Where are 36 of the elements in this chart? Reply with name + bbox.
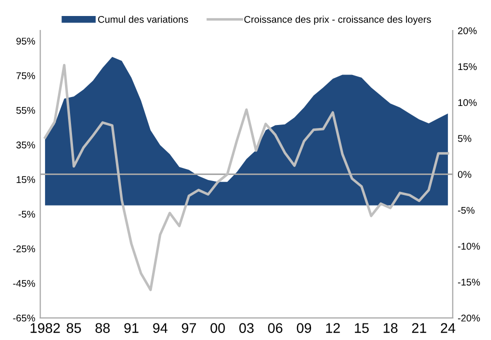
y2-tick-label: 0% <box>458 170 472 178</box>
y-tick-label: 15% <box>16 176 36 184</box>
x-tick-label: 09 <box>296 323 312 333</box>
line-series <box>44 64 450 292</box>
y-tick-label: -45% <box>13 280 36 287</box>
legend-label: Cumul des variations <box>98 16 188 23</box>
x-tick-label: 91 <box>124 323 138 333</box>
y-tick-label: -5% <box>18 210 36 218</box>
y2-tick-label: 15% <box>458 63 477 70</box>
x-tick-label: 24 <box>440 323 456 333</box>
y2-tick-label: 5% <box>458 135 472 142</box>
y2-tick-label: 20% <box>458 27 477 34</box>
y-tick-label: 35% <box>16 142 36 148</box>
x-tick-label: 85 <box>66 323 81 333</box>
x-tick-label: 21 <box>412 323 426 333</box>
x-tick-label: 03 <box>239 323 254 333</box>
y2-tick-label: -5% <box>458 206 475 214</box>
y2-tick-label: -10% <box>458 242 480 250</box>
x-tick-label: 06 <box>268 323 282 333</box>
x-tick-label: 00 <box>210 323 225 333</box>
x-tick-label: 94 <box>153 323 168 333</box>
x-tick-label: 1982 <box>30 323 60 333</box>
x-tick-label: 88 <box>95 323 110 333</box>
y2-tick-label: -20% <box>458 314 480 322</box>
y-tick-label: 55% <box>16 106 36 114</box>
x-tick-label: 18 <box>384 323 398 333</box>
x-tick-label: 97 <box>182 323 196 333</box>
x-tick-label: 12 <box>326 323 340 333</box>
y-tick-label: -25% <box>13 245 36 252</box>
y2-tick-label: -15% <box>458 278 480 286</box>
y-tick-label: 75% <box>16 72 36 80</box>
y-tick-label: -65% <box>13 314 36 322</box>
x-tick-label: 15 <box>354 323 369 333</box>
y2-tick-label: 10% <box>458 99 477 106</box>
y-tick-label: 95% <box>16 38 36 45</box>
legend-label: Croissance des prix - croissance des loyers <box>244 16 431 25</box>
